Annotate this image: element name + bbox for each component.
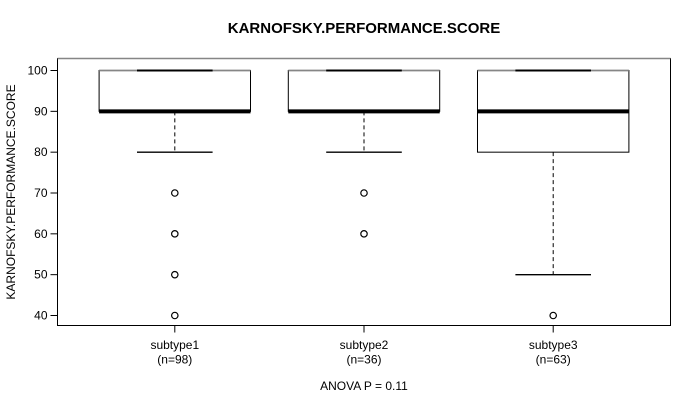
- y-tick-label: 40: [34, 309, 48, 323]
- outlier-point: [171, 189, 179, 197]
- outlier-point: [360, 189, 368, 197]
- outlier-point: [171, 311, 179, 320]
- x-tick-count-label: (n=98): [157, 353, 192, 367]
- y-tick-label: 70: [34, 186, 48, 200]
- plot-content: 405060708090100subtype1(n=98)subtype2(n=…: [27, 57, 671, 367]
- x-tick-count-label: (n=63): [536, 353, 571, 367]
- y-tick-label: 60: [34, 227, 48, 241]
- iqr-box: [287, 70, 441, 112]
- y-tick-label: 80: [34, 145, 48, 159]
- x-tick-count-label: (n=36): [346, 353, 381, 367]
- anova-annotation: ANOVA P = 0.11: [320, 379, 408, 393]
- y-tick-label: 100: [27, 64, 47, 78]
- outlier-point: [549, 311, 557, 320]
- y-tick-label: 50: [34, 268, 48, 282]
- x-tick-label: subtype2: [340, 338, 389, 352]
- outlier-point: [171, 230, 179, 238]
- x-tick-label: subtype3: [529, 338, 578, 352]
- outlier-point: [360, 230, 368, 238]
- iqr-box: [98, 70, 252, 112]
- y-tick-label: 90: [34, 104, 48, 118]
- chart-title: KARNOFSKY.PERFORMANCE.SCORE: [228, 20, 501, 37]
- y-axis-title: KARNOFSKY.PERFORMANCE.SCORE: [4, 84, 18, 299]
- outlier-point: [171, 270, 179, 279]
- x-tick-label: subtype1: [150, 338, 199, 352]
